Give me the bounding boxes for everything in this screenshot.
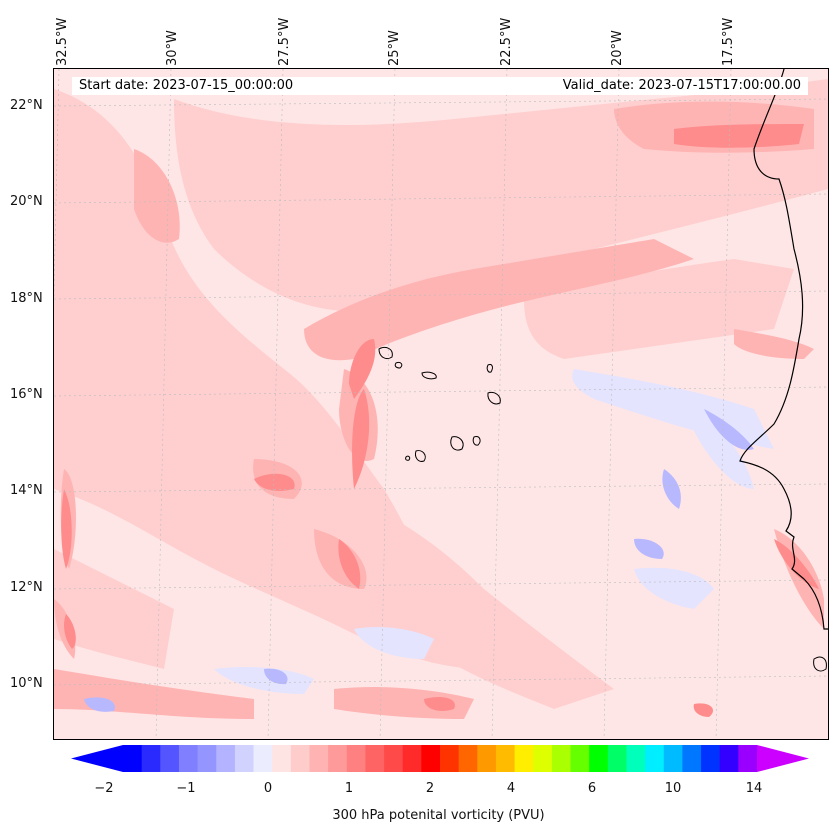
colorbar-cell <box>607 745 627 772</box>
lon-label-20w: 20°W <box>610 30 625 66</box>
colorbar-tick: 0 <box>263 781 273 796</box>
lon-label-30w: 30°W <box>165 30 180 66</box>
colorbar-cell <box>477 745 497 772</box>
lon-label-27-5w: 27.5°W <box>277 17 292 66</box>
valid-date-label: Valid_date: 2023-07-15T17:00:00.00 <box>562 78 801 93</box>
lat-label-16n: 16°N <box>10 387 43 402</box>
colorbar-tick: 6 <box>587 781 597 796</box>
lat-label-12n: 12°N <box>10 580 43 595</box>
start-date-label: Start date: 2023-07-15_00:00:00 <box>79 78 294 93</box>
colorbar-cell <box>141 745 161 772</box>
lat-label-22n: 22°N <box>10 98 43 113</box>
colorbar-cell <box>234 745 255 772</box>
colorbar-cells <box>123 745 758 772</box>
pv-level-high <box>61 124 819 717</box>
colorbar-cell <box>346 745 366 772</box>
bijagos-islands <box>813 656 827 672</box>
colorbar-extend-max <box>757 745 809 772</box>
colorbar-cell <box>663 745 683 772</box>
colorbar-cell <box>421 745 441 772</box>
colorbar-tick: 10 <box>664 781 682 796</box>
colorbar-tick: 1 <box>344 781 354 796</box>
lon-label-22-5w: 22.5°W <box>499 17 514 66</box>
colorbar-tick: 14 <box>745 781 763 796</box>
lon-label-32-5w: 32.5°W <box>55 17 70 66</box>
colorbar-cell <box>253 745 273 772</box>
lat-label-18n: 18°N <box>10 291 43 306</box>
lat-label-10n: 10°N <box>10 676 43 691</box>
colorbar-cell <box>197 745 217 772</box>
colorbar-cell <box>178 745 199 772</box>
colorbar-cell <box>551 745 572 772</box>
colorbar-cell <box>272 745 292 772</box>
colorbar-tick: −2 <box>94 781 114 796</box>
colorbar-cell <box>365 745 385 772</box>
colorbar-extend-min <box>71 745 123 772</box>
colorbar-tick: 2 <box>425 781 435 796</box>
pv-level-negative-mid <box>84 409 754 712</box>
africa-coastline <box>739 69 828 630</box>
colorbar-cell <box>440 745 460 772</box>
colorbar-cell <box>533 745 553 772</box>
colorbar-tick: −1 <box>176 781 196 796</box>
colorbar <box>71 745 809 772</box>
colorbar-cell <box>384 745 404 772</box>
colorbar-label: 300 hPa potenital vorticity (PVU) <box>332 808 545 823</box>
colorbar-cell <box>719 745 739 772</box>
lat-label-14n: 14°N <box>10 483 43 498</box>
colorbar-cell <box>402 745 422 772</box>
colorbar-cell <box>626 745 646 772</box>
colorbar-cell <box>738 745 758 772</box>
lat-label-20n: 20°N <box>10 194 43 209</box>
cabo-verde-islands <box>378 346 501 462</box>
colorbar-cell <box>328 745 348 772</box>
pv-map[interactable] <box>53 68 829 740</box>
colorbar-cell <box>682 745 702 772</box>
colorbar-tick: 4 <box>506 781 516 796</box>
colorbar-cell <box>290 745 310 772</box>
lon-label-17-5w: 17.5°W <box>721 17 736 66</box>
graticule <box>54 69 828 739</box>
colorbar-cell <box>570 745 590 772</box>
colorbar-cell <box>160 745 180 772</box>
colorbar-cell <box>309 745 329 772</box>
colorbar-cell <box>458 745 478 772</box>
colorbar-cell <box>216 745 236 772</box>
colorbar-cell <box>701 745 721 772</box>
pv-contour-field <box>54 69 828 739</box>
colorbar-cell <box>123 745 143 772</box>
colorbar-cell <box>645 745 665 772</box>
colorbar-cell <box>589 745 609 772</box>
colorbar-cell <box>514 745 534 772</box>
lon-label-25w: 25°W <box>387 30 402 66</box>
colorbar-cell <box>495 745 516 772</box>
title-bar <box>72 77 808 95</box>
